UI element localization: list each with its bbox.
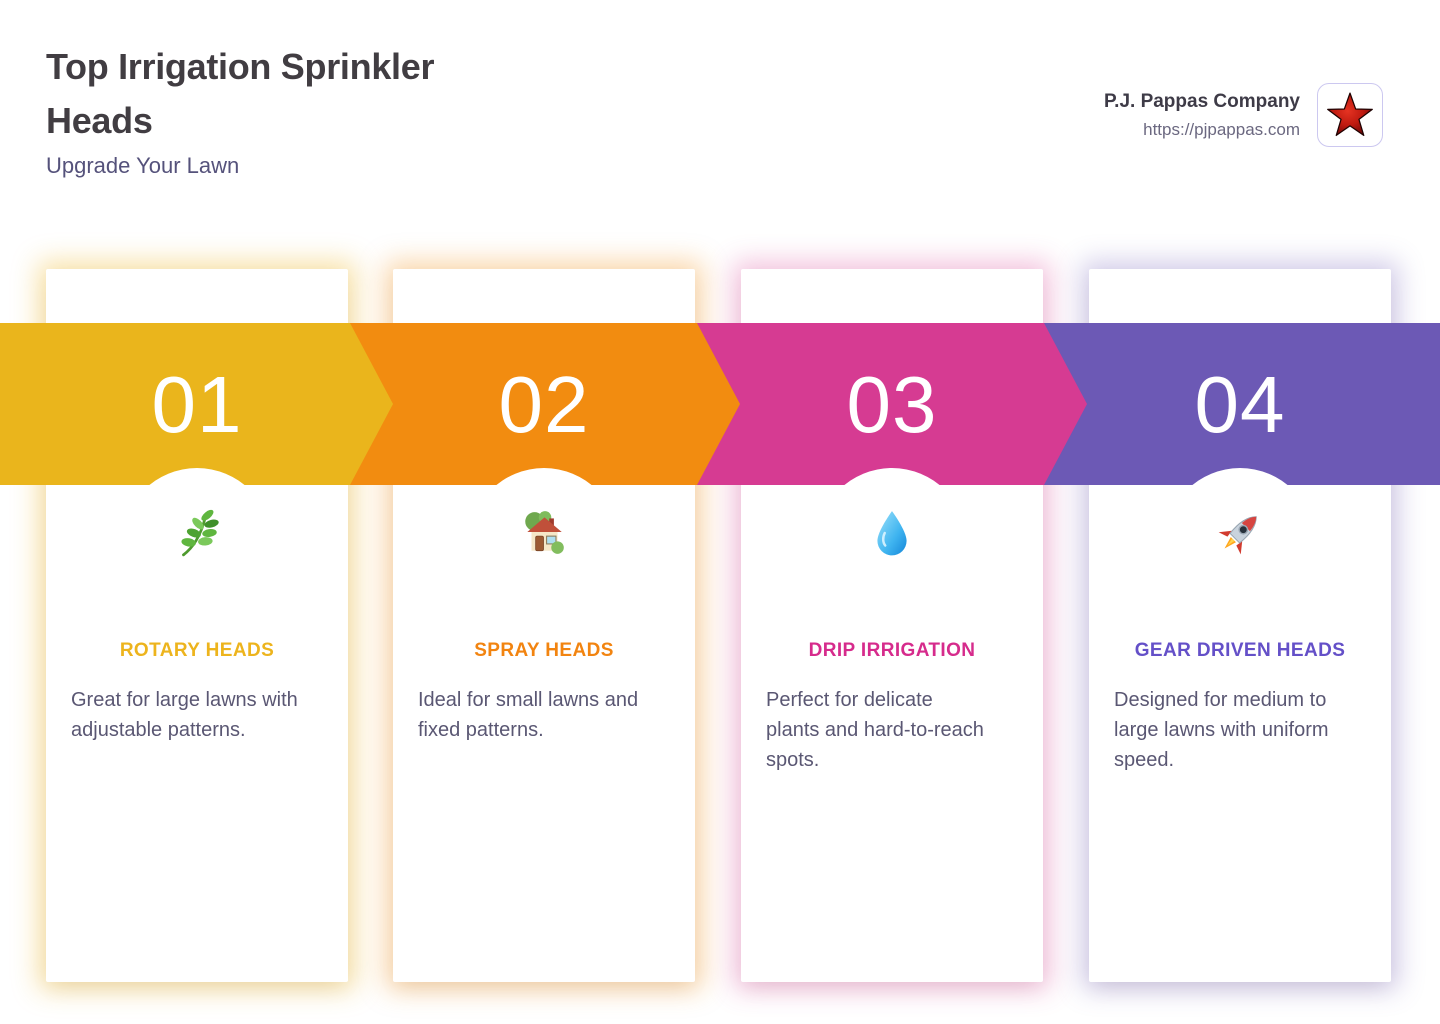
rocket-icon <box>1218 516 1257 555</box>
card-title: DRIP IRRIGATION <box>808 640 976 661</box>
red-star-icon <box>1327 92 1373 137</box>
droplet-icon <box>877 511 907 556</box>
card-description: Perfect for delicate plants and hard-to-… <box>766 689 984 771</box>
card-title: SPRAY HEADS <box>474 640 614 661</box>
chevron-band-02 <box>350 323 740 485</box>
brand-name: P.J. Pappas Company <box>1103 91 1300 112</box>
chevron-band-03 <box>697 323 1087 485</box>
chevron-band-01 <box>0 323 393 485</box>
herb-icon <box>181 509 219 557</box>
step-number: 02 <box>498 360 590 449</box>
card-description: Designed for medium to large lawns with … <box>1114 689 1329 771</box>
brand-logo <box>1317 83 1383 147</box>
icon-circle <box>1165 468 1315 618</box>
icon-circle <box>469 468 619 618</box>
chevron-band-04 <box>1044 323 1440 485</box>
brand-text: P.J. Pappas Company https://pjpappas.com <box>1104 83 1300 140</box>
card-title: ROTARY HEADS <box>119 640 275 661</box>
house-garden-icon <box>525 511 564 554</box>
step-number: 04 <box>1194 360 1286 449</box>
card-description: Ideal for small lawns and fixed patterns… <box>418 689 639 741</box>
card-description: Great for large lawns with adjustable pa… <box>71 689 298 741</box>
page-subtitle: Upgrade Your Lawn <box>46 153 240 178</box>
icon-circle <box>817 468 967 618</box>
brand-url: https://pjpappas.com <box>1143 120 1300 139</box>
step-number: 01 <box>151 360 243 449</box>
card-title: GEAR DRIVEN HEADS <box>1134 640 1346 661</box>
step-number: 03 <box>846 360 938 449</box>
page-title: Top Irrigation Sprinkler Heads <box>46 46 435 141</box>
icon-circle <box>122 468 272 618</box>
brand-block: P.J. Pappas Company https://pjpappas.com <box>1104 83 1383 147</box>
